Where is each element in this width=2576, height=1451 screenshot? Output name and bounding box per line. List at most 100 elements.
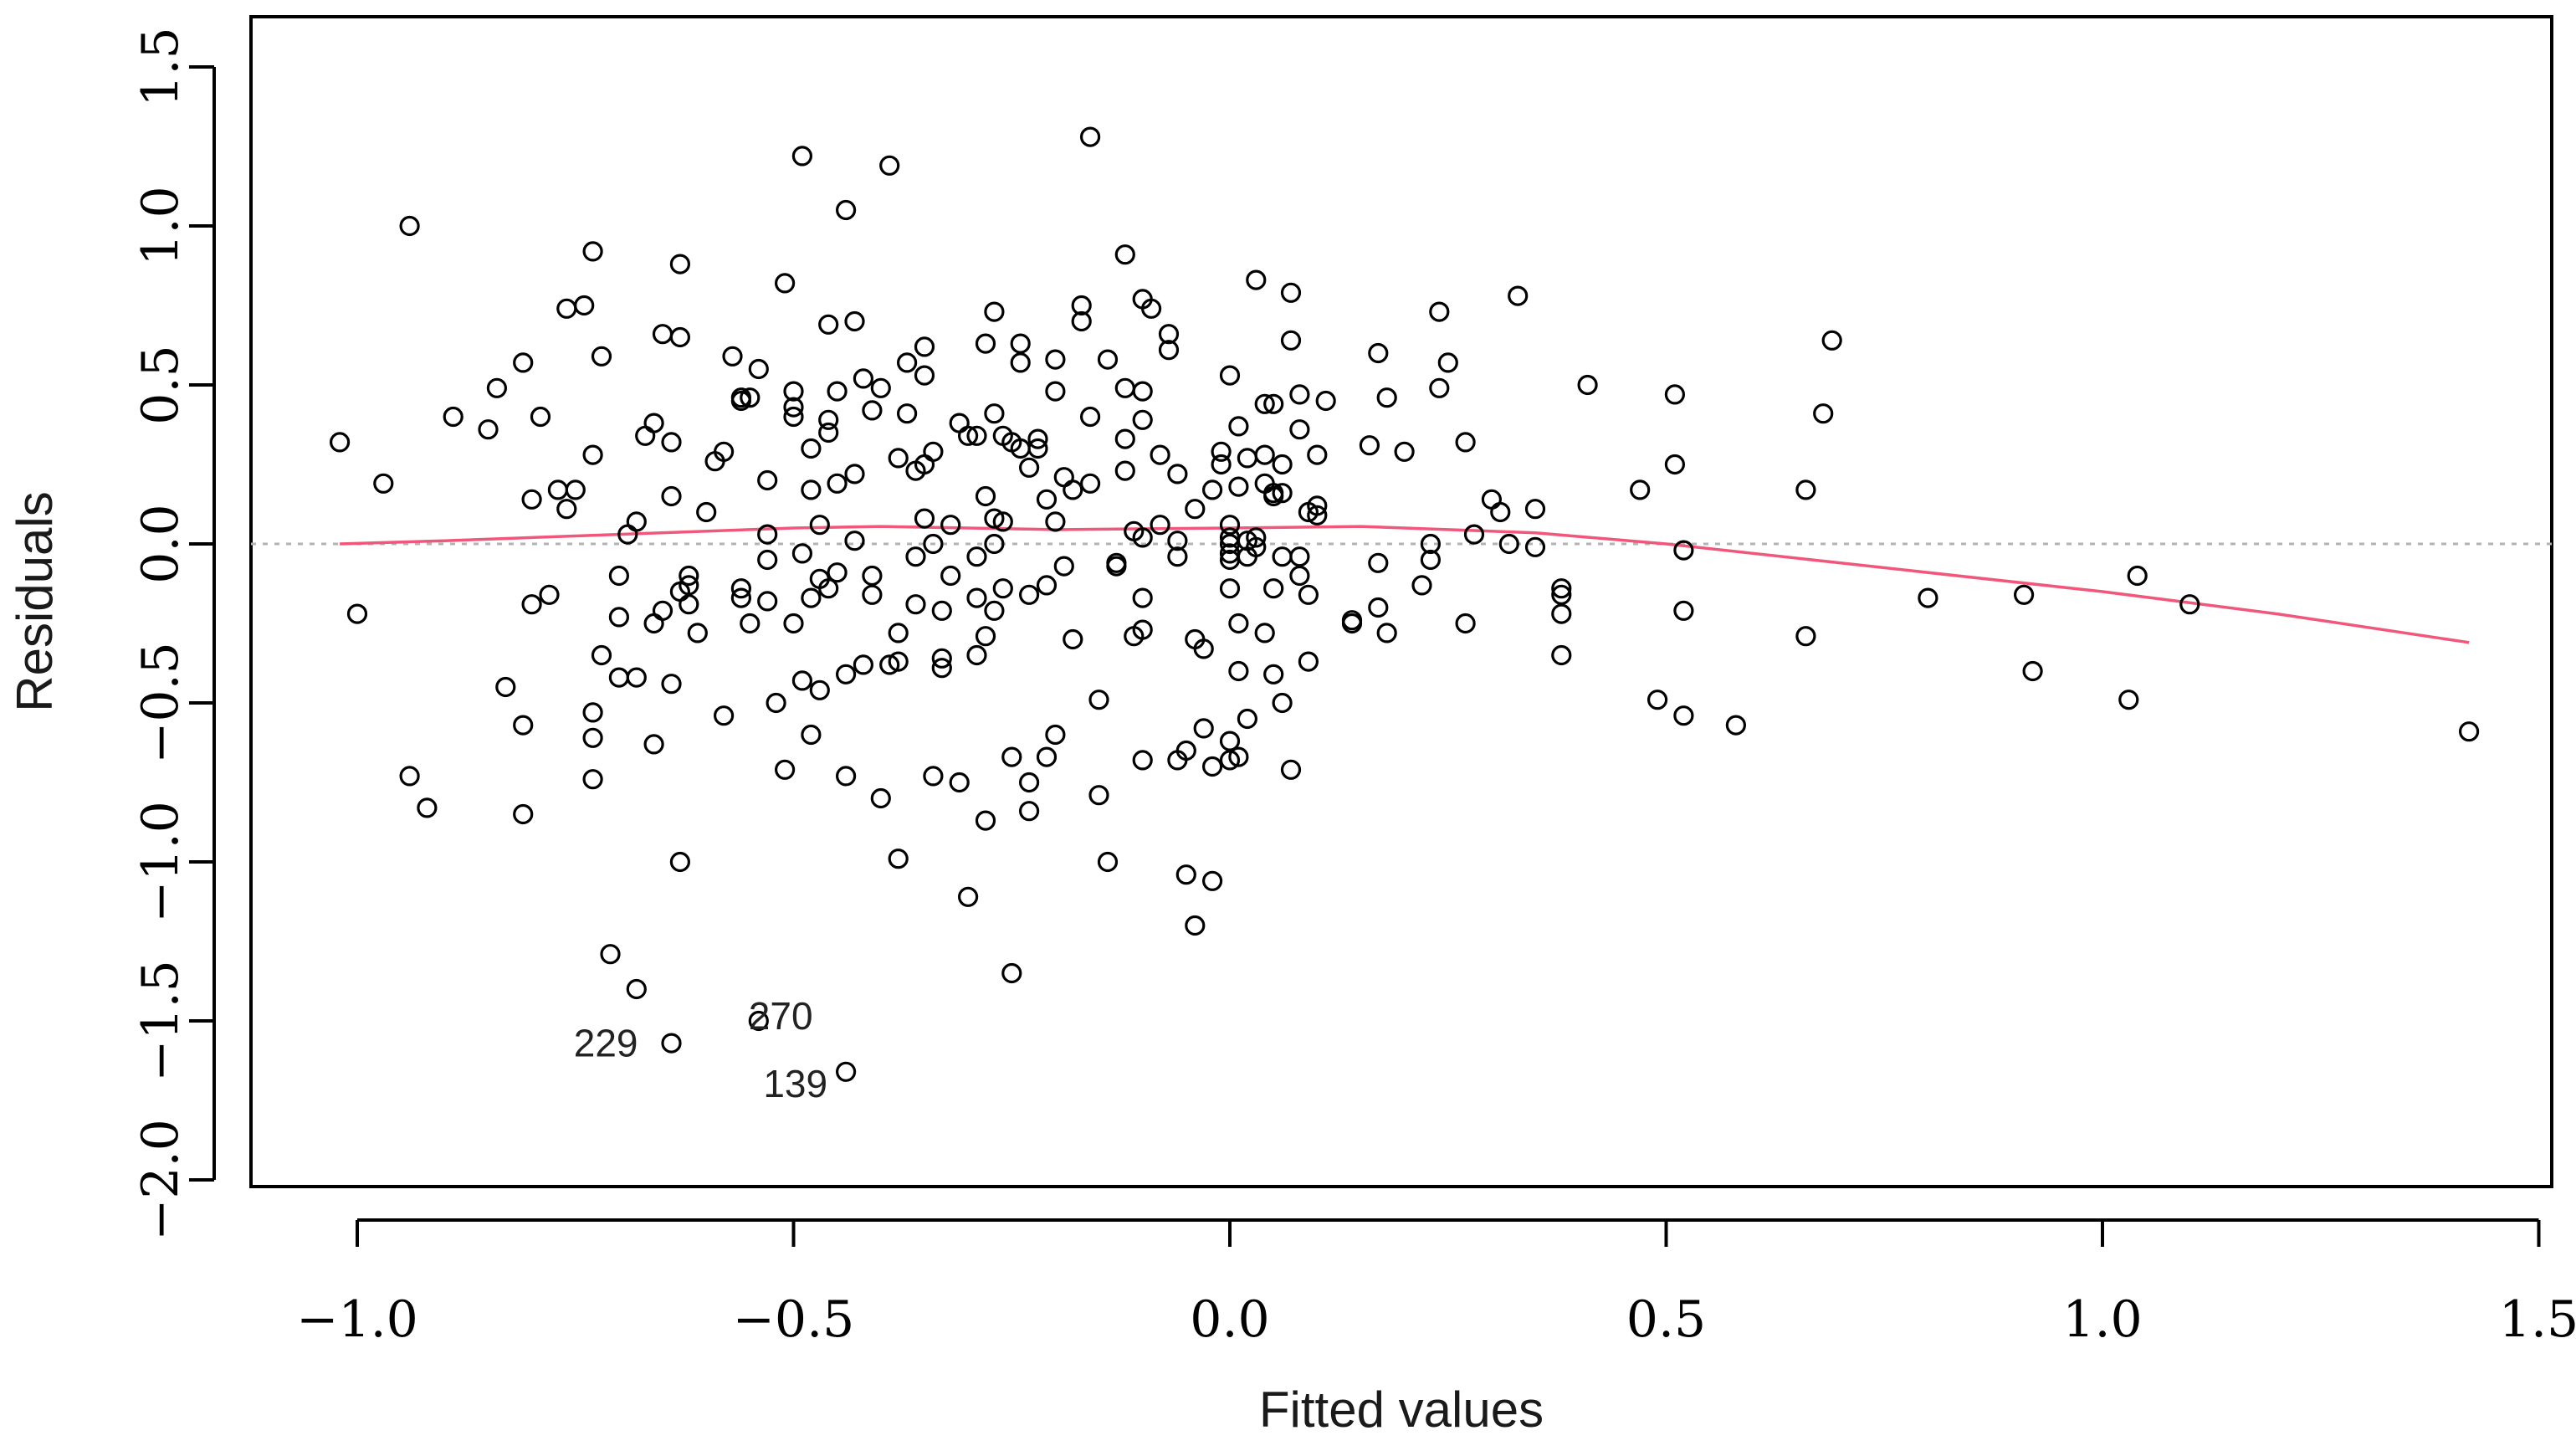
data-point [1254, 623, 1275, 643]
y-axis: −2.0 −1.5 −1.0 −0.5 0.0 0.5 1.0 1.5 [131, 27, 216, 1241]
x-axis: −1.0 −0.5 0.0 0.5 1.0 1.5 [296, 1218, 2576, 1349]
data-point [984, 600, 1005, 621]
data-point [748, 358, 769, 380]
y-tick-label: −0.5 [131, 642, 190, 764]
data-point [730, 578, 752, 599]
data-point [1795, 479, 1816, 500]
data-point [1228, 660, 1249, 682]
data-point [1263, 485, 1284, 507]
data-point [1551, 584, 1572, 605]
data-point [565, 479, 586, 500]
data-point [1394, 441, 1415, 462]
data-point [1018, 801, 1040, 822]
data-point [1063, 479, 1083, 500]
data-point [1298, 651, 1319, 672]
data-point [1228, 746, 1249, 767]
data-point [1420, 549, 1442, 571]
data-point [783, 397, 804, 418]
data-point [1490, 501, 1511, 523]
data-point [1018, 457, 1040, 478]
data-point [1132, 619, 1153, 640]
data-point [1018, 772, 1040, 793]
data-point [1289, 384, 1310, 405]
data-point [486, 377, 508, 398]
data-point [791, 543, 813, 564]
data-point [600, 944, 621, 965]
data-point [1524, 499, 1546, 520]
data-point [1219, 515, 1241, 536]
data-point [1027, 428, 1048, 449]
data-point [1551, 603, 1572, 624]
data-point [1341, 613, 1363, 634]
data-point [1027, 438, 1048, 459]
data-point [801, 479, 822, 500]
data-point [687, 623, 708, 643]
data-point [827, 562, 848, 583]
data-point [1010, 333, 1031, 354]
data-point [844, 464, 865, 485]
points-layer [330, 126, 2480, 1082]
data-point [888, 849, 909, 869]
data-point [1272, 483, 1293, 504]
data-point [1359, 435, 1380, 456]
data-point [1158, 324, 1180, 345]
data-point [1263, 664, 1284, 684]
data-point [679, 594, 699, 615]
data-point [1280, 759, 1302, 780]
data-point [896, 403, 918, 424]
data-point [2127, 565, 2148, 587]
data-point [1551, 644, 1572, 666]
data-point [1368, 552, 1389, 573]
data-point [661, 674, 682, 695]
point-label: 139 [763, 1062, 827, 1105]
data-point [783, 381, 804, 402]
data-point [984, 508, 1005, 529]
data-point [1289, 565, 1310, 587]
data-point [957, 886, 979, 907]
data-point [1298, 584, 1319, 605]
data-point [888, 448, 909, 469]
data-point [1045, 381, 1066, 402]
data-point [1411, 575, 1432, 596]
point-label: 270 [749, 994, 813, 1038]
data-point [1193, 718, 1214, 739]
data-point [1237, 708, 1258, 730]
data-point [853, 654, 874, 675]
data-point [661, 432, 682, 453]
data-point [2179, 594, 2200, 615]
point-labels-layer: 229 270 139 [574, 994, 827, 1105]
data-point [1211, 454, 1232, 475]
data-point [1918, 587, 1938, 608]
data-point [905, 594, 926, 615]
data-point [1263, 578, 1284, 599]
data-point [1228, 476, 1249, 497]
data-point [521, 489, 542, 510]
data-point [417, 797, 438, 818]
data-point [879, 654, 900, 675]
data-point [931, 600, 952, 621]
data-point [1045, 724, 1066, 746]
data-point [495, 676, 516, 698]
data-point [783, 406, 804, 428]
data-point [966, 644, 987, 666]
data-point [1307, 505, 1328, 526]
data-point [1228, 416, 1249, 437]
data-point [931, 648, 952, 669]
data-point [740, 387, 761, 408]
data-point [757, 549, 778, 571]
data-point [801, 587, 822, 608]
data-point [582, 702, 603, 723]
data-point [1228, 613, 1249, 634]
data-point [966, 546, 987, 567]
data-point [1071, 295, 1092, 316]
data-point [914, 508, 935, 529]
data-point [346, 603, 368, 624]
data-point [1263, 393, 1284, 414]
data-point [1437, 352, 1458, 373]
data-point [1813, 403, 1834, 424]
data-point [975, 626, 996, 647]
smooth-curve-layer [340, 525, 2470, 644]
data-point [574, 295, 595, 316]
data-point [1079, 406, 1101, 428]
data-point [1280, 282, 1302, 303]
